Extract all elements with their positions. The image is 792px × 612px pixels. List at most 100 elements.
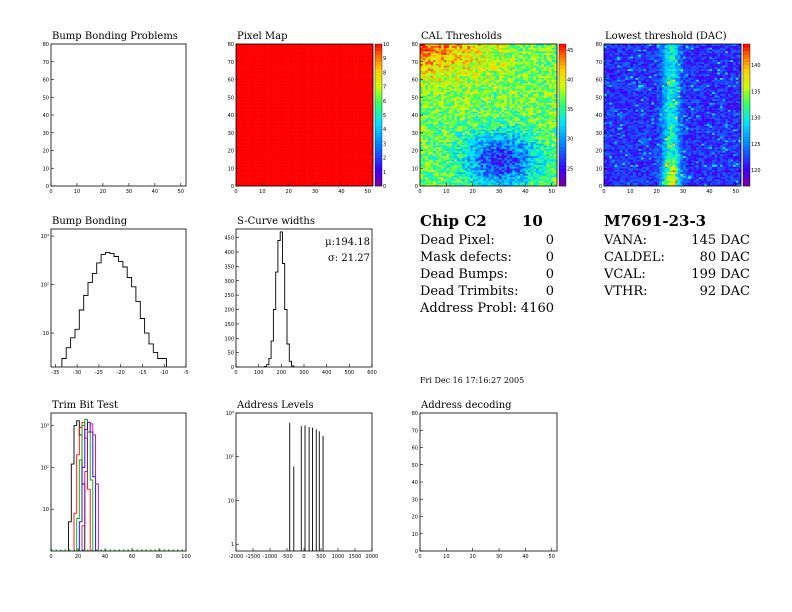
x-tick-label: 60 bbox=[129, 554, 135, 560]
x-tick-label: 20 bbox=[286, 189, 292, 195]
chip-stat-value: 0 bbox=[545, 284, 554, 299]
trim-histogram-line bbox=[76, 419, 94, 551]
x-tick-label: -1000 bbox=[263, 554, 278, 560]
x-tick-label: 20 bbox=[470, 189, 476, 195]
trim-histogram-line bbox=[78, 421, 97, 551]
palette-label: 5 bbox=[383, 113, 386, 119]
palette-label: 4 bbox=[383, 127, 386, 133]
x-tick-label: 10 bbox=[259, 189, 265, 195]
y-tick-label: 50 bbox=[43, 95, 49, 101]
y-tick-label: 10 bbox=[43, 331, 49, 337]
y-tick-label: 50 bbox=[412, 463, 418, 469]
chip-stat-value: 4160 bbox=[520, 301, 554, 316]
chip-stat-label: Dead Bumps: bbox=[420, 267, 508, 282]
y-tick-label: 0 bbox=[415, 549, 418, 555]
y-tick-label: 70 bbox=[412, 60, 418, 66]
palette-label: 25 bbox=[567, 166, 573, 172]
x-tick-label: 40 bbox=[706, 189, 712, 195]
y-tick-label: 10 bbox=[596, 166, 602, 172]
heatmap-cells bbox=[420, 44, 558, 187]
x-tick-label: 50 bbox=[549, 189, 555, 195]
palette-label: 7 bbox=[383, 85, 386, 91]
y-tick-label: 40 bbox=[228, 113, 234, 119]
y-tick-label: 30 bbox=[412, 131, 418, 137]
x-tick-label: 40 bbox=[152, 189, 158, 195]
palette-frame bbox=[374, 43, 383, 187]
y-tick-label: 10³ bbox=[41, 424, 49, 430]
y-tick-label: 200 bbox=[224, 308, 234, 314]
x-tick-label: 20 bbox=[470, 554, 476, 560]
x-tick-label: 20 bbox=[654, 189, 660, 195]
y-tick-label: 80 bbox=[412, 42, 418, 48]
x-tick-label: 40 bbox=[522, 554, 528, 560]
histogram-line bbox=[61, 251, 167, 367]
palette-label: 6 bbox=[383, 99, 386, 105]
palette-label: 125 bbox=[751, 142, 761, 148]
palette-label: 10 bbox=[383, 42, 389, 48]
x-tick-label: 30 bbox=[496, 554, 502, 560]
y-tick-label: 60 bbox=[412, 78, 418, 84]
module-setting-label: VTHR: bbox=[604, 284, 648, 299]
y-tick-label: 80 bbox=[412, 411, 418, 417]
chip-title: Chip C2 bbox=[420, 212, 487, 230]
x-tick-label: 0 bbox=[49, 189, 52, 195]
palette-frame bbox=[742, 43, 751, 187]
x-tick-label: 40 bbox=[338, 189, 344, 195]
stat-label: σ: 21.27 bbox=[328, 253, 370, 264]
chip-stat-value: 0 bbox=[545, 267, 554, 282]
y-tick-label: 80 bbox=[43, 42, 49, 48]
y-tick-label: 10 bbox=[412, 166, 418, 172]
x-tick-label: -500 bbox=[281, 554, 292, 560]
palette-label: 3 bbox=[383, 141, 386, 147]
x-tick-label: 40 bbox=[522, 189, 528, 195]
trim-histogram-line bbox=[73, 421, 91, 551]
y-tick-label: 10² bbox=[41, 283, 49, 289]
y-tick-label: 80 bbox=[596, 42, 602, 48]
plot-frame bbox=[419, 412, 558, 552]
y-tick-label: 10³ bbox=[41, 234, 49, 240]
chart-panel: Bump Bonding Problems 0 10 20 30 40 50 0 10 20 30 4… bbox=[43, 31, 187, 195]
x-tick-label: 100 bbox=[254, 370, 264, 376]
panel-title: Bump Bonding bbox=[52, 216, 128, 227]
module-title: M7691-23-3 bbox=[604, 212, 707, 230]
y-tick-label: 0 bbox=[46, 184, 49, 190]
y-tick-label: 20 bbox=[412, 149, 418, 155]
palette-label: 130 bbox=[751, 116, 761, 122]
panel-title: Bump Bonding Problems bbox=[52, 31, 178, 42]
panel-title: Pixel Map bbox=[237, 31, 287, 42]
x-tick-label: 0 bbox=[418, 189, 421, 195]
stat-label: μ:194.18 bbox=[325, 237, 370, 248]
y-tick-label: 20 bbox=[43, 149, 49, 155]
x-tick-label: 500 bbox=[316, 554, 326, 560]
y-tick-label: 30 bbox=[596, 131, 602, 137]
plot-frame bbox=[50, 412, 187, 552]
heatmap-cells bbox=[604, 44, 742, 187]
y-tick-label: 30 bbox=[412, 497, 418, 503]
x-tick-label: 40 bbox=[102, 554, 108, 560]
chip-stat-row: Mask defects: 0 bbox=[420, 249, 570, 266]
chart-panel: Bump Bonding -35 -30 -25 -20 -15 -10 -5 10 10² 10³ bbox=[41, 216, 189, 376]
y-tick-label: 70 bbox=[228, 60, 234, 66]
x-tick-label: 10 bbox=[74, 189, 80, 195]
y-tick-label: 50 bbox=[228, 351, 234, 357]
y-tick-label: 70 bbox=[596, 60, 602, 66]
x-tick-label: -30 bbox=[73, 370, 81, 376]
x-tick-label: 0 bbox=[418, 554, 421, 560]
module-summary: M7691-23-3 VANA: 145 DAC CALDEL: 80 DAC VCAL… bbox=[604, 212, 754, 312]
x-tick-label: 10 bbox=[627, 189, 633, 195]
module-setting-value: 199 DAC bbox=[691, 267, 750, 282]
y-tick-label: 300 bbox=[224, 279, 234, 285]
y-tick-label: 10 bbox=[228, 166, 234, 172]
x-tick-label: 50 bbox=[178, 189, 184, 195]
x-tick-label: 200 bbox=[277, 370, 287, 376]
y-tick-label: 20 bbox=[596, 149, 602, 155]
panel-title: Trim Bit Test bbox=[52, 400, 118, 411]
module-setting-value: 80 DAC bbox=[699, 250, 750, 265]
color-palette: 25 30 35 40 45 bbox=[558, 43, 573, 187]
y-tick-label: 10² bbox=[41, 465, 49, 471]
module-setting-label: CALDEL: bbox=[604, 250, 665, 265]
module-setting-label: VANA: bbox=[604, 233, 648, 248]
y-tick-label: 40 bbox=[412, 480, 418, 486]
y-tick-label: 80 bbox=[228, 42, 234, 48]
